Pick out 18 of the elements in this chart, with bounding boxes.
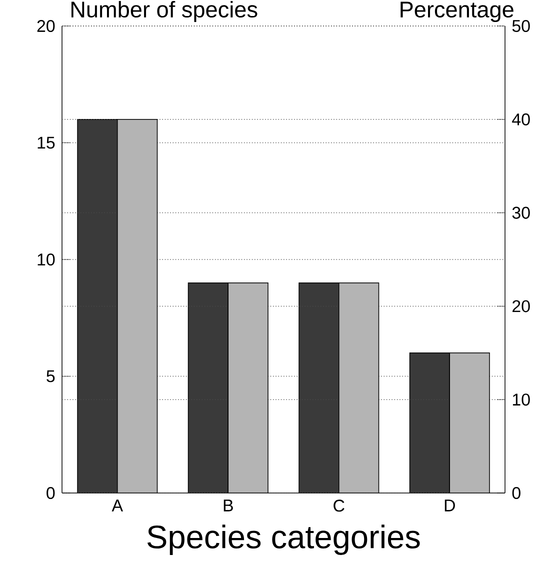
- y2-tick-label: 30: [512, 206, 530, 219]
- x-tick-label: C: [334, 500, 344, 512]
- y2-tick-label: 50: [512, 20, 530, 32]
- y-tick-label: 5: [46, 370, 55, 382]
- x-tick-label: D: [444, 500, 455, 512]
- y2-tick-label: 20: [512, 300, 530, 312]
- y-tick-label: 10: [38, 253, 55, 266]
- x-axis-title: Species categories: [147, 524, 420, 555]
- y2-tick-label: 0: [512, 486, 520, 500]
- y2-tick-label: 40: [512, 113, 530, 126]
- y2-tick-label: 10: [512, 394, 530, 406]
- x-tick-label: A: [112, 500, 124, 512]
- y-tick-label: 20: [37, 20, 55, 32]
- x-tick-label: B: [224, 500, 233, 512]
- y2-axis-title: Percentage: [400, 2, 514, 22]
- y-tick-label: 0: [46, 486, 55, 500]
- y-axis-title: Number of species: [71, 0, 258, 22]
- y-tick-label: 15: [38, 136, 55, 149]
